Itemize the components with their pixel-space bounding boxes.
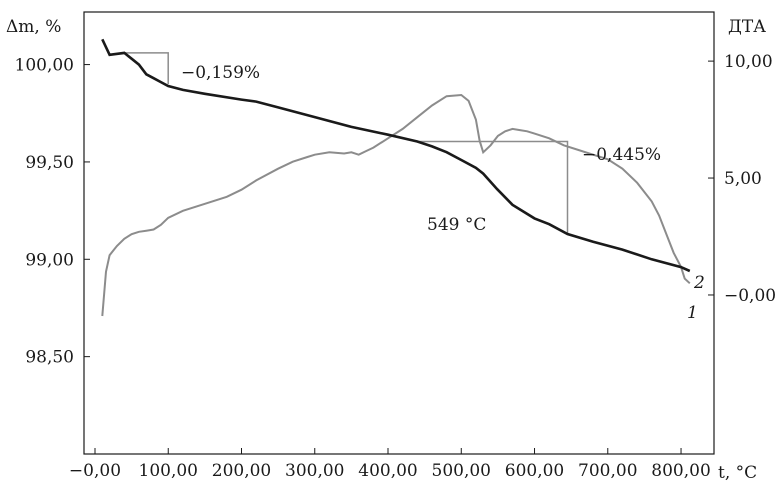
x-tick-label: 100,00 [139,461,198,481]
step2-annotation: −0,445% [582,145,661,165]
mass-step-marker-2 [417,140,569,234]
y-left-axis-title: Δm, % [6,17,61,37]
y-right-axis-title: ДТА [728,17,766,37]
x-tick-label: −0,00 [69,461,121,481]
temperature-annotation: 549 °C [427,215,486,235]
y-left-tick-label: 99,00 [25,250,74,270]
x-tick-label: 800,00 [651,461,710,481]
mass-loss-curve-line [101,38,691,273]
x-tick-label: 600,00 [505,461,564,481]
y-right-tick-label: 5,00 [724,169,762,189]
y-left-tick-label: 100,00 [15,56,74,76]
curve-label-2: 2 [693,273,705,293]
y-right-axis-ticks: 10,00 5,00 −0,00 [708,52,776,306]
curve-label-1: 1 [687,303,698,323]
x-tick-label: 500,00 [432,461,491,481]
x-tick-label: 200,00 [212,461,271,481]
y-right-tick-label: 10,00 [724,52,773,72]
y-right-tick-label: −0,00 [724,286,776,306]
y-left-tick-label: 98,50 [25,348,74,368]
x-axis-ticks: −0,00 100,00 200,00 300,00 400,00 500,00 600,0… [69,448,711,481]
dta-curve-line [101,93,691,317]
y-left-axis-ticks: 100,00 99,50 99,00 98,50 [15,56,90,368]
y-left-tick-label: 99,50 [25,153,74,173]
plot-frame [83,11,715,455]
x-tick-label: 700,00 [578,461,637,481]
x-tick-label: 300,00 [285,461,344,481]
step1-annotation: −0,159% [181,63,260,83]
x-tick-label: 400,00 [358,461,417,481]
x-axis-title: t, °C [718,463,757,483]
mass-step-marker-1 [124,52,169,84]
